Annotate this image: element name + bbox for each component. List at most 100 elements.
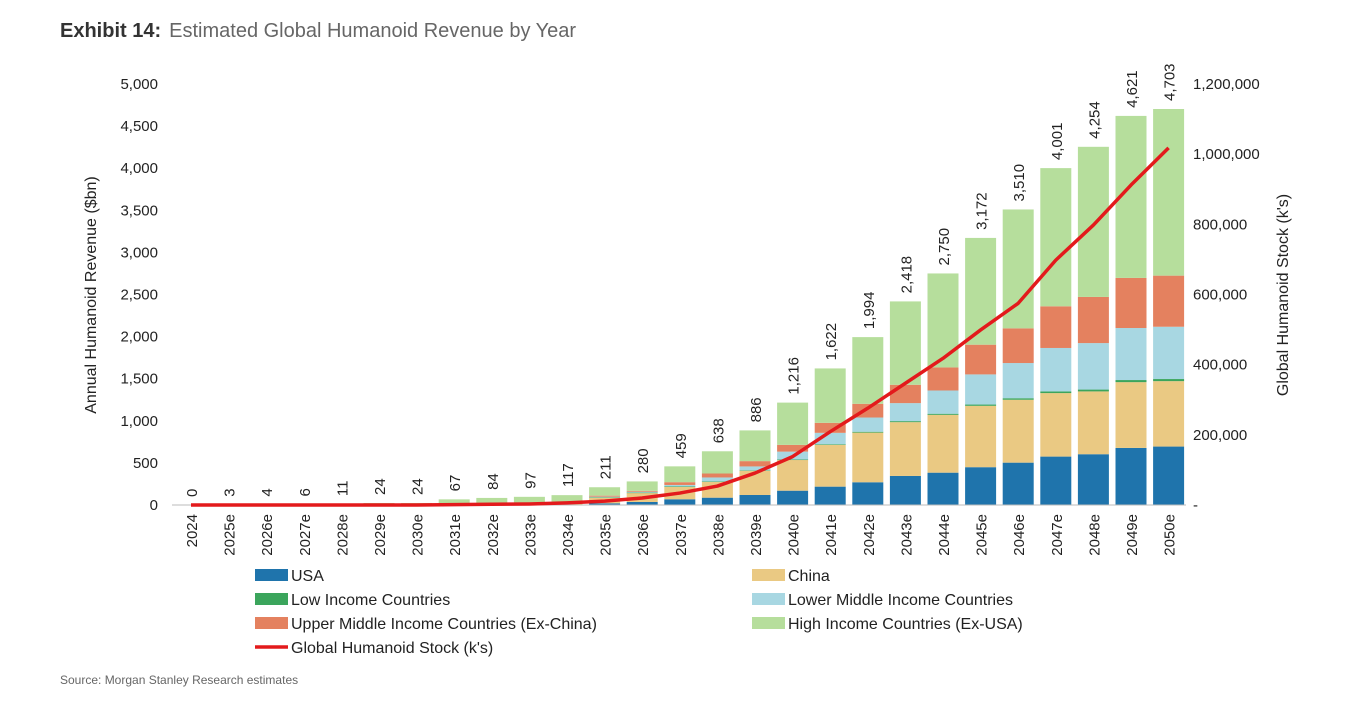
y2-tick-label: 1,000,000 xyxy=(1193,146,1260,163)
bar-segment-upper-middle-income-countries-ex-china- xyxy=(589,495,621,497)
bar-segment-lower-middle-income-countries xyxy=(814,432,846,445)
bar-segment-high-income-countries-ex-usa- xyxy=(551,495,583,503)
bar-segment-low-income-countries xyxy=(965,404,997,406)
bar-segment-china xyxy=(1040,393,1072,457)
legend-swatch-0 xyxy=(255,569,288,581)
bar-segment-upper-middle-income-countries-ex-china- xyxy=(664,482,696,485)
x-tick-label: 2035e xyxy=(598,514,615,556)
bar-segment-low-income-countries xyxy=(927,413,959,415)
total-label: 24 xyxy=(410,478,427,495)
y2-tick-label: 600,000 xyxy=(1193,287,1247,304)
bar-segment-usa xyxy=(852,482,884,505)
x-tick-label: 2031e xyxy=(447,514,464,556)
legend-label: USA xyxy=(291,568,324,585)
bar-segment-china xyxy=(852,432,884,483)
bar-segment-low-income-countries xyxy=(814,444,846,445)
x-tick-label: 2044e xyxy=(936,514,953,556)
bar-segment-china xyxy=(777,459,809,491)
bar-segment-high-income-countries-ex-usa- xyxy=(701,451,733,474)
total-label: 4,621 xyxy=(1124,70,1141,108)
bar-segment-high-income-countries-ex-usa- xyxy=(852,337,884,404)
x-tick-label: 2045e xyxy=(974,514,991,556)
bar-segment-china xyxy=(927,414,959,473)
total-label: 2,750 xyxy=(936,228,953,266)
total-label: 1,216 xyxy=(786,357,803,395)
bar-segment-lower-middle-income-countries xyxy=(1077,343,1109,390)
bar-segment-lower-middle-income-countries xyxy=(589,496,621,498)
bar-segment-usa xyxy=(1077,454,1109,505)
total-label: 3,172 xyxy=(974,192,991,230)
total-label: 2,418 xyxy=(898,256,915,294)
bar-segment-low-income-countries xyxy=(589,497,621,498)
y-tick-label: 500 xyxy=(133,455,158,472)
bar-segment-china xyxy=(889,422,921,476)
bar-segment-china xyxy=(1153,381,1185,447)
legend-label: China xyxy=(788,568,830,585)
bar-segment-china xyxy=(1077,391,1109,455)
total-label: 211 xyxy=(598,455,615,479)
bar-segment-high-income-countries-ex-usa- xyxy=(476,497,508,505)
total-label: 97 xyxy=(522,472,539,489)
bar-segment-high-income-countries-ex-usa- xyxy=(965,237,997,345)
bar-segment-upper-middle-income-countries-ex-china- xyxy=(777,444,809,452)
bar-segment-lower-middle-income-countries xyxy=(701,477,733,482)
y-tick-label: 1,000 xyxy=(120,413,158,430)
bar-segment-usa xyxy=(589,503,621,505)
x-tick-label: 2037e xyxy=(673,514,690,556)
bar-segment-usa xyxy=(626,501,658,505)
bar-segment-china xyxy=(701,481,733,498)
total-label: 4 xyxy=(259,488,276,496)
legend-swatch-4 xyxy=(255,617,288,629)
bar-segment-upper-middle-income-countries-ex-china- xyxy=(814,422,846,433)
total-label: 84 xyxy=(485,473,502,490)
bar-segment-lower-middle-income-countries xyxy=(965,374,997,405)
y2-axis-title: Global Humanoid Stock (k's) xyxy=(1275,194,1292,396)
bar-segment-high-income-countries-ex-usa- xyxy=(777,402,809,445)
bar-segment-usa xyxy=(1115,447,1147,505)
bar-segment-high-income-countries-ex-usa- xyxy=(814,368,846,423)
bar-segment-upper-middle-income-countries-ex-china- xyxy=(739,461,771,467)
x-tick-label: 2025e xyxy=(222,514,239,556)
legend-label: Upper Middle Income Countries (Ex-China) xyxy=(291,616,597,633)
x-tick-label: 2029e xyxy=(372,514,389,556)
y-tick-label: 4,500 xyxy=(120,118,158,135)
bar-segment-low-income-countries xyxy=(626,492,658,494)
bar-segment-high-income-countries-ex-usa- xyxy=(513,496,545,504)
bar-segment-lower-middle-income-countries xyxy=(1040,347,1072,392)
total-label: 11 xyxy=(334,480,351,496)
bar-segment-high-income-countries-ex-usa- xyxy=(664,466,696,483)
total-label: 886 xyxy=(748,397,765,422)
exhibit-label: Exhibit 14: xyxy=(60,20,162,42)
bar-segment-low-income-countries xyxy=(1153,379,1185,382)
x-tick-label: 2040e xyxy=(786,514,803,556)
bar-segment-high-income-countries-ex-usa- xyxy=(438,499,470,505)
x-tick-label: 2033e xyxy=(522,514,539,556)
total-label: 1,994 xyxy=(861,292,878,330)
bar-segment-usa xyxy=(1040,456,1072,505)
bar-segment-upper-middle-income-countries-ex-china- xyxy=(927,367,959,391)
bar-segment-usa xyxy=(701,497,733,505)
legend-label: High Income Countries (Ex-USA) xyxy=(788,616,1023,633)
legend-label: Low Income Countries xyxy=(291,592,450,609)
x-tick-label: 2030e xyxy=(410,514,427,556)
y-tick-label: 3,500 xyxy=(120,202,158,219)
total-label: 4,254 xyxy=(1086,101,1103,139)
y-tick-label: 2,000 xyxy=(120,329,158,346)
y-tick-label: 4,000 xyxy=(120,160,158,177)
title-text: Estimated Global Humanoid Revenue by Yea… xyxy=(169,20,577,42)
x-tick-label: 2050e xyxy=(1162,514,1179,556)
bar-segment-usa xyxy=(664,499,696,505)
x-tick-label: 2047e xyxy=(1049,514,1066,556)
bar-segment-high-income-countries-ex-usa- xyxy=(739,430,771,462)
total-label: 0 xyxy=(184,489,201,497)
y-tick-label: 3,000 xyxy=(120,244,158,261)
bar-segment-low-income-countries xyxy=(889,421,921,423)
x-tick-label: 2049e xyxy=(1124,514,1141,556)
bar-segment-lower-middle-income-countries xyxy=(664,484,696,487)
total-label: 24 xyxy=(372,478,389,495)
bar-segment-high-income-countries-ex-usa- xyxy=(589,487,621,496)
bar-segment-china xyxy=(1115,382,1147,448)
bar-segment-lower-middle-income-countries xyxy=(626,491,658,493)
bar-segment-upper-middle-income-countries-ex-china- xyxy=(889,384,921,404)
bar-segment-low-income-countries xyxy=(777,459,809,461)
